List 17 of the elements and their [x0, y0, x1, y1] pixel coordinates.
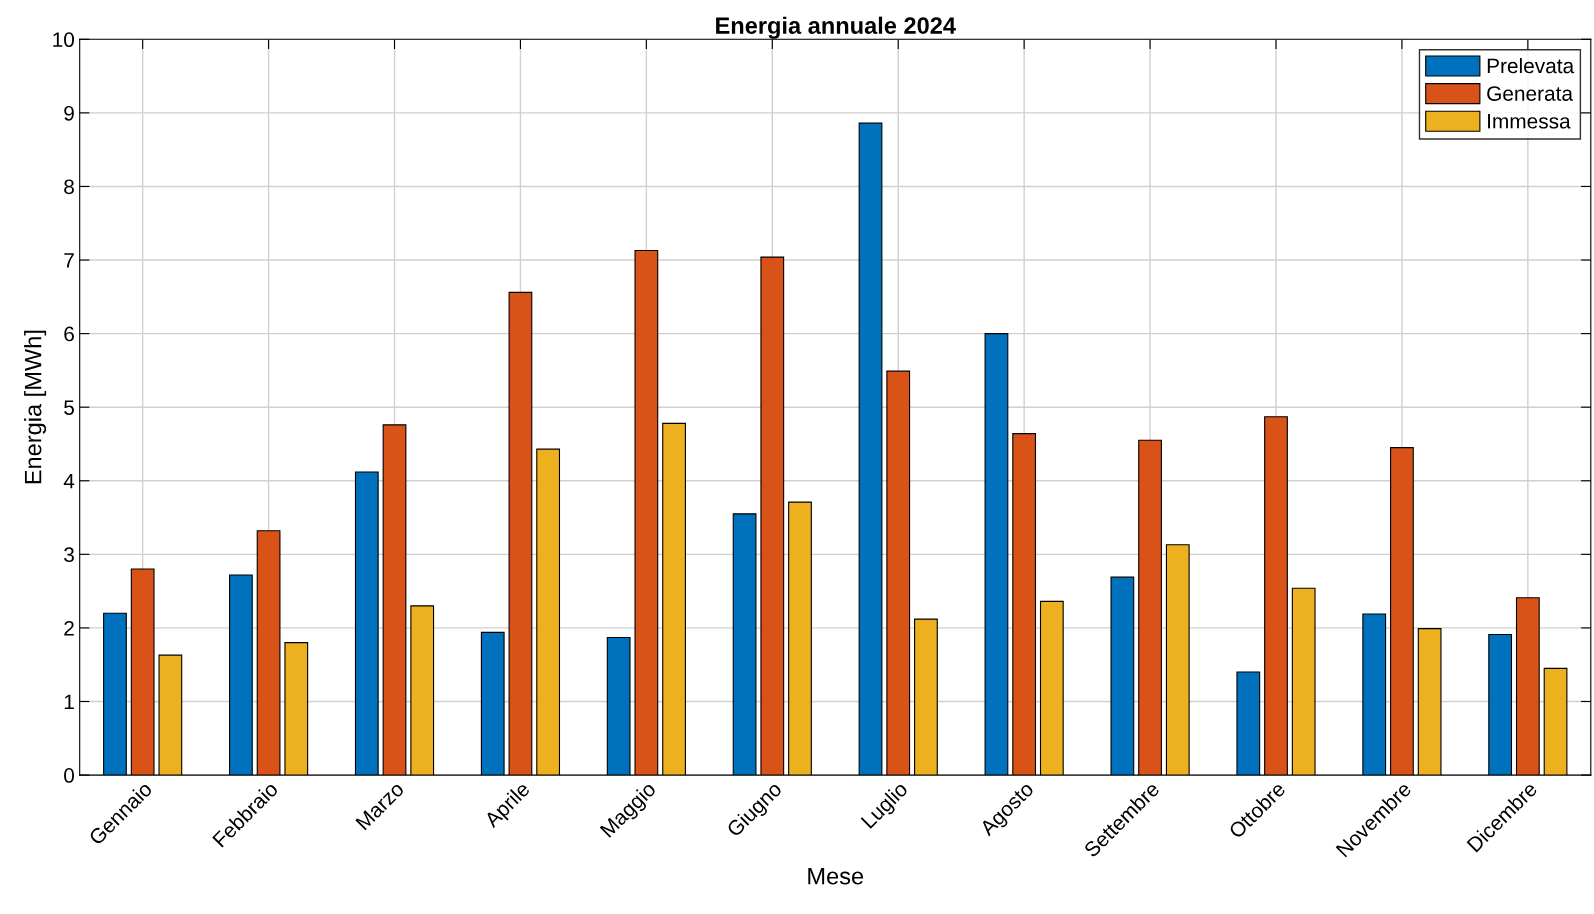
y-tick-label: 2 — [64, 620, 74, 636]
legend-label: Prelevata — [1487, 57, 1575, 74]
y-tick-label: 6 — [64, 326, 74, 342]
chart-title: Energia annuale 2024 — [716, 16, 956, 39]
y-tick-label: 8 — [64, 179, 74, 195]
legend-label: Immessa — [1488, 114, 1571, 129]
y-tick-label: 7 — [64, 253, 74, 268]
y-tick-label: 0 — [64, 768, 75, 783]
y-tick-label: 5 — [64, 400, 74, 415]
y-tick-label: 9 — [64, 105, 74, 121]
y-tick-label: 3 — [64, 547, 74, 563]
y-tick-label: 4 — [63, 473, 75, 489]
y-tick-label: 10 — [53, 32, 75, 48]
y-axis-title: Energia [MWh] — [24, 330, 47, 484]
x-axis-title: Mese — [808, 868, 864, 885]
legend-label: Generata — [1487, 86, 1573, 101]
y-tick-label: 1 — [64, 694, 74, 710]
